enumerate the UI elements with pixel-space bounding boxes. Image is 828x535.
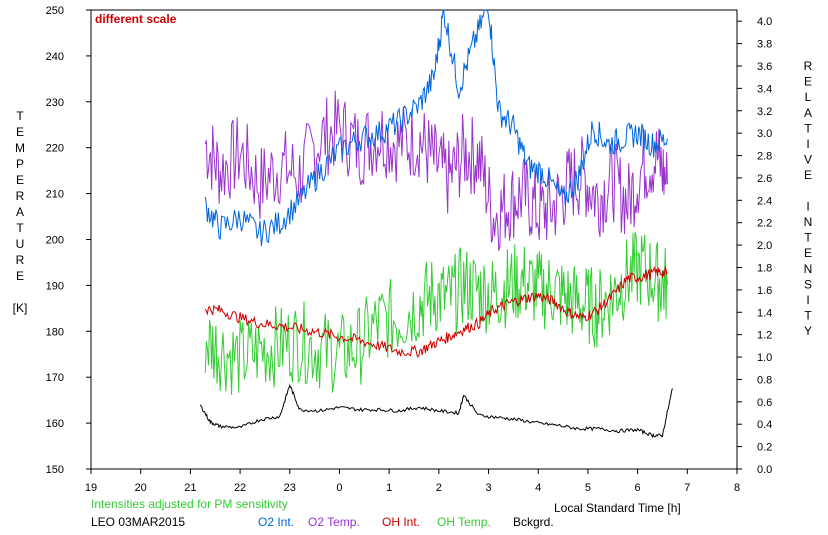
right-axis-letter: E xyxy=(804,246,812,260)
x-tick-label: 20 xyxy=(135,482,147,494)
right-axis-letter: N xyxy=(804,215,813,229)
right-axis-letter: N xyxy=(804,262,813,276)
x-tick-label: 2 xyxy=(436,482,442,494)
legend-entry: O2 Temp. xyxy=(308,515,360,529)
left-tick-label: 180 xyxy=(46,326,64,338)
x-tick-label: 8 xyxy=(734,482,740,494)
right-tick-label: 3.6 xyxy=(757,61,772,73)
station-label: LEO 03MAR2015 xyxy=(91,515,185,529)
right-tick-label: 0.2 xyxy=(757,442,772,454)
right-tick-label: 2.2 xyxy=(757,218,772,230)
x-tick-label: 1 xyxy=(386,482,392,494)
x-tick-label: 5 xyxy=(585,482,591,494)
right-tick-label: 2.6 xyxy=(757,173,772,185)
right-tick-label: 1.0 xyxy=(757,352,772,364)
right-tick-label: 3.4 xyxy=(757,83,772,95)
x-tick-label: 0 xyxy=(336,482,342,494)
left-axis-letter: A xyxy=(16,205,24,219)
left-tick-label: 240 xyxy=(46,51,64,63)
x-tick-label: 21 xyxy=(184,482,196,494)
right-tick-label: 1.8 xyxy=(757,262,772,274)
left-tick-label: 170 xyxy=(46,372,64,384)
right-tick-label: 3.0 xyxy=(757,128,772,140)
x-tick-label: 23 xyxy=(284,482,296,494)
x-axis: 19 20 21 22 23 0 1 2 3 4 5 6 7 8 xyxy=(85,469,740,494)
right-tick-label: 2.0 xyxy=(757,240,772,252)
legend: O2 Int. O2 Temp. OH Int. OH Temp. Bckgrd. xyxy=(258,515,554,529)
right-axis-letter: S xyxy=(804,277,812,291)
different-scale-annotation: different scale xyxy=(95,12,177,26)
legend-entry: O2 Int. xyxy=(258,515,294,529)
right-tick-label: 2.8 xyxy=(757,151,772,163)
right-axis-letter: I xyxy=(806,293,809,307)
left-tick-label: 230 xyxy=(46,97,64,109)
right-tick-label: 1.6 xyxy=(757,285,772,297)
right-tick-label: 0.4 xyxy=(757,419,772,431)
x-tick-label: 6 xyxy=(635,482,641,494)
right-axis-letter: V xyxy=(804,153,812,167)
series-line-oh-temp xyxy=(204,231,668,395)
left-tick-label: 200 xyxy=(46,235,64,247)
left-tick-label: 220 xyxy=(46,143,64,155)
right-tick-label: 1.4 xyxy=(757,307,772,319)
right-y-axis: 0.0 0.2 0.4 0.6 0.8 1.0 1.2 1.4 1.6 1.8 2.0 2.2 2.4 2… xyxy=(737,16,772,476)
left-axis-letter: R xyxy=(16,189,25,203)
left-axis-letter: E xyxy=(16,125,24,139)
left-axis-letter: E xyxy=(16,269,24,283)
left-tick-label: 250 xyxy=(46,5,64,17)
right-tick-label: 3.8 xyxy=(757,39,772,51)
right-axis-letter: I xyxy=(806,199,809,213)
x-tick-label: 7 xyxy=(684,482,690,494)
right-axis-letter: T xyxy=(804,231,812,245)
left-axis-letter: T xyxy=(16,109,24,123)
x-axis-label: Local Standard Time [h] xyxy=(554,501,681,515)
left-tick-label: 190 xyxy=(46,280,64,292)
pm-note: Intensities adjusted for PM sensitivity xyxy=(91,497,288,511)
right-tick-label: 2.4 xyxy=(757,195,772,207)
left-tick-label: 160 xyxy=(46,418,64,430)
right-axis-letter: T xyxy=(804,309,812,323)
left-axis-letter: M xyxy=(15,141,25,155)
series-line-oh-int xyxy=(204,265,668,358)
right-tick-label: 0.0 xyxy=(757,464,772,476)
right-tick-label: 3.2 xyxy=(757,106,772,118)
right-tick-label: 4.0 xyxy=(757,16,772,28)
x-tick-label: 4 xyxy=(535,482,541,494)
left-tick-label: 210 xyxy=(46,189,64,201)
series-line-bckgrd xyxy=(199,383,673,439)
left-axis-letter: P xyxy=(16,157,24,171)
series-line-o2-temp xyxy=(204,90,668,251)
right-axis-letter: R xyxy=(804,59,813,73)
right-axis-letter: L xyxy=(805,90,812,104)
right-axis-letter: E xyxy=(804,75,812,89)
series-lines xyxy=(199,9,673,439)
right-axis-letter: T xyxy=(804,121,812,135)
left-tick-label: 150 xyxy=(46,464,64,476)
series-line-o2-int xyxy=(204,9,668,247)
legend-entry: OH Int. xyxy=(382,515,420,529)
left-axis-letter: U xyxy=(16,237,25,251)
right-tick-label: 0.6 xyxy=(757,397,772,409)
right-axis-letter: A xyxy=(804,106,812,120)
left-axis-letter: E xyxy=(16,173,24,187)
right-tick-label: 0.8 xyxy=(757,374,772,386)
x-tick-label: 19 xyxy=(85,482,97,494)
legend-entry: Bckgrd. xyxy=(513,515,554,529)
right-axis-letter: I xyxy=(806,137,809,151)
right-axis-letter: E xyxy=(804,168,812,182)
x-tick-label: 3 xyxy=(485,482,491,494)
legend-entry: OH Temp. xyxy=(437,515,491,529)
x-tick-label: 22 xyxy=(234,482,246,494)
left-axis-letter: R xyxy=(16,253,25,267)
right-tick-label: 1.2 xyxy=(757,330,772,342)
plot-frame xyxy=(90,9,738,470)
left-y-axis: 150 160 170 180 190 200 210 220 230 240 250 xyxy=(46,5,91,476)
right-axis-letter: Y xyxy=(804,324,812,338)
left-axis-letter: T xyxy=(16,221,24,235)
left-axis-letter: [K] xyxy=(13,301,28,315)
